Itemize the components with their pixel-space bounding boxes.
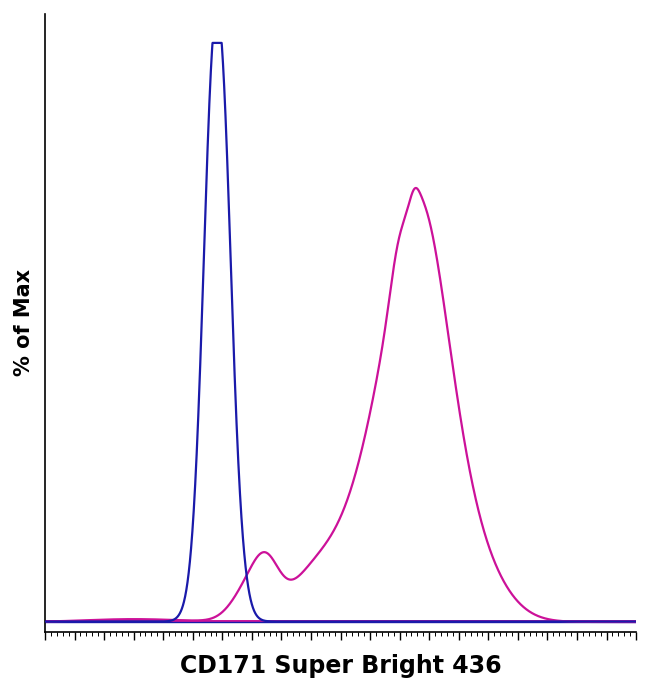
Y-axis label: % of Max: % of Max xyxy=(14,269,34,376)
X-axis label: CD171 Super Bright 436: CD171 Super Bright 436 xyxy=(180,654,501,678)
